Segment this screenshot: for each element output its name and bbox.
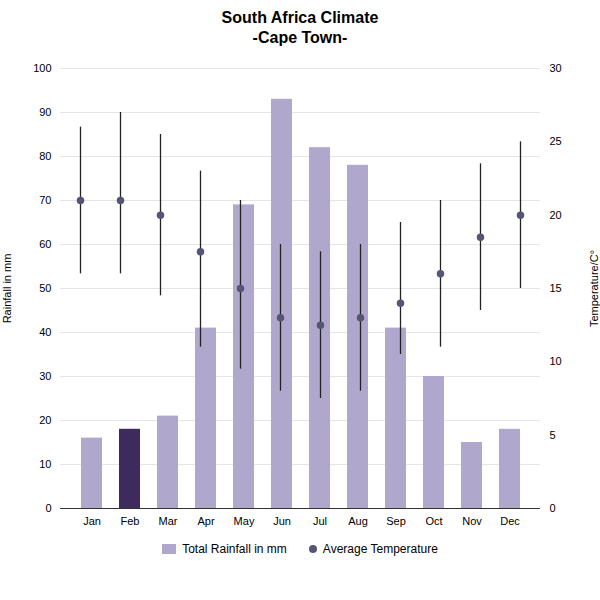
svg-text:100: 100: [33, 62, 51, 74]
svg-text:30: 30: [39, 370, 51, 382]
svg-text:Rainfall in mm: Rainfall in mm: [1, 254, 13, 324]
svg-text:30: 30: [550, 62, 562, 74]
svg-text:Aug: Aug: [348, 515, 368, 527]
svg-text:Jul: Jul: [313, 515, 327, 527]
html-text:Total Rainfall in mm: Total Rainfall in mm: [182, 542, 287, 556]
svg-text:60: 60: [39, 238, 51, 250]
svg-text:40: 40: [39, 326, 51, 338]
svg-text:10: 10: [550, 355, 562, 367]
svg-text:80: 80: [39, 150, 51, 162]
svg-text:Apr: Apr: [197, 515, 214, 527]
svg-text:0: 0: [45, 502, 51, 514]
svg-text:Nov: Nov: [462, 515, 482, 527]
svg-text:15: 15: [550, 282, 562, 294]
svg-text:Jun: Jun: [273, 515, 291, 527]
svg-text:Oct: Oct: [425, 515, 442, 527]
svg-text:20: 20: [39, 414, 51, 426]
svg-text:Mar: Mar: [159, 515, 178, 527]
svg-text:90: 90: [39, 106, 51, 118]
html-text:South Africa Climate -Cape Tow: South Africa Climate -Cape Town-: [221, 9, 379, 46]
svg-text:Temperature/C°: Temperature/C°: [588, 250, 600, 327]
svg-text:25: 25: [550, 135, 562, 147]
svg-text:Sep: Sep: [386, 515, 406, 527]
svg-text:70: 70: [39, 194, 51, 206]
svg-text:0: 0: [550, 502, 556, 514]
svg-text:5: 5: [550, 429, 556, 441]
svg-text:Dec: Dec: [500, 515, 520, 527]
svg-text:20: 20: [550, 209, 562, 221]
svg-text:50: 50: [39, 282, 51, 294]
svg-text:10: 10: [39, 458, 51, 470]
svg-text:Jan: Jan: [83, 515, 101, 527]
svg-text:Feb: Feb: [121, 515, 140, 527]
html-text:Average Temperature: Average Temperature: [322, 542, 438, 556]
svg-text:May: May: [234, 515, 255, 527]
